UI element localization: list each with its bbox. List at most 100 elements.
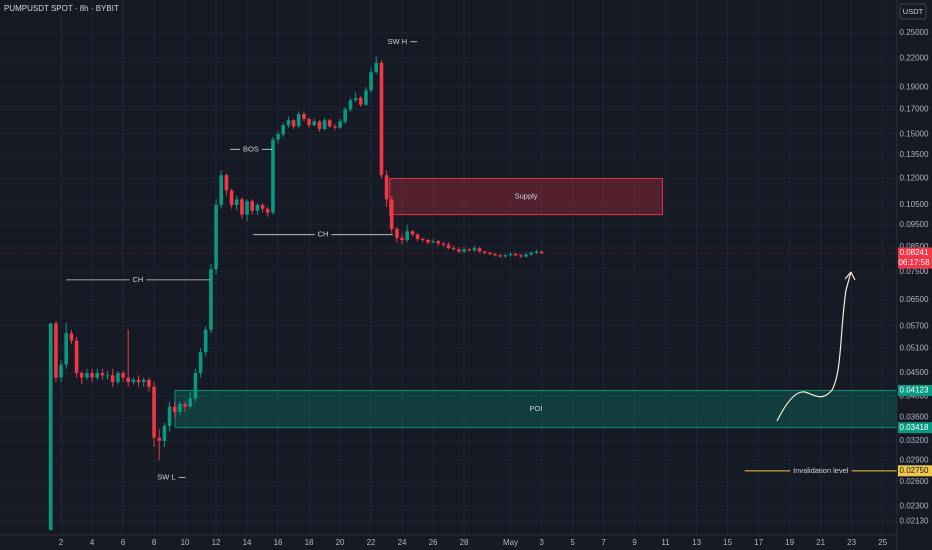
candle-body (245, 201, 249, 215)
candle-body (529, 252, 533, 255)
x-tick-label: 21 (816, 538, 825, 547)
y-tick-label: 0.02900 (900, 455, 929, 464)
candle-body (172, 406, 177, 412)
y-tick-label: 0.22000 (900, 53, 929, 62)
invalidation-label-bg (790, 465, 852, 476)
candles (48, 56, 544, 531)
candle-body (265, 208, 270, 213)
y-tick-label: 0.05700 (900, 321, 929, 330)
candle-body (59, 364, 63, 378)
candle-body (534, 251, 539, 253)
x-tick-label: 10 (181, 538, 190, 547)
structure-label: BOS (243, 144, 259, 153)
candle-body (214, 204, 218, 270)
currency-box[interactable] (899, 3, 927, 20)
candle-body (384, 175, 389, 200)
candle-body (472, 248, 477, 251)
chart-title: PUMPUSDT SPOT · 8h · BYBIT (4, 4, 119, 13)
candle-body (209, 269, 213, 330)
x-tick-label: 26 (429, 538, 438, 547)
candle-body (90, 373, 94, 378)
x-tick-label: 5 (570, 538, 575, 547)
candle-body (260, 204, 265, 209)
candle-body (482, 251, 487, 253)
candle-body (451, 248, 456, 250)
candle-body (74, 340, 79, 374)
x-tick-label: 9 (632, 538, 637, 547)
candle-body (498, 255, 502, 257)
structure-label: CH (133, 275, 144, 284)
x-tick-label: 16 (274, 538, 283, 547)
projection-arrow (776, 271, 856, 422)
candle-body (358, 98, 363, 105)
candle-body (69, 333, 74, 341)
candle-body (513, 254, 518, 256)
candle-body (405, 231, 409, 241)
price-badge-label: 0.02750 (900, 466, 929, 475)
candle-body (395, 229, 399, 238)
candle-body (250, 201, 254, 211)
price-badge (898, 465, 932, 477)
y-tick-label: 0.04500 (900, 368, 929, 377)
x-tick-label: May (503, 538, 518, 547)
candle-body (410, 231, 415, 235)
candle-body (271, 139, 275, 213)
x-tick-label: 28 (460, 538, 469, 547)
candle-body (317, 121, 322, 129)
x-tick-label: 23 (847, 538, 856, 547)
candle-body (152, 386, 156, 438)
candle-body (224, 175, 229, 191)
x-tick-label: 17 (754, 538, 763, 547)
candle-body (374, 62, 378, 73)
x-tick-label: 20 (336, 538, 345, 547)
candle-body (240, 199, 244, 215)
candle-body (488, 252, 492, 255)
x-tick-label: 25 (878, 538, 887, 547)
candle-body (519, 255, 523, 257)
x-tick-label: 19 (785, 538, 794, 547)
x-tick-label: 14 (243, 538, 252, 547)
x-tick-label: 11 (661, 538, 670, 547)
candle-body (276, 134, 280, 140)
x-tick-label: 8 (152, 538, 157, 547)
candle-body (48, 323, 53, 531)
y-tick-label: 0.13500 (900, 150, 929, 159)
candle-body (462, 249, 466, 252)
candle-body (446, 244, 451, 249)
candle-body (234, 199, 239, 205)
candle-body (477, 248, 482, 252)
candle-body (255, 204, 260, 211)
last-price-label: 0.08241 (900, 248, 929, 257)
x-tick-label: 12 (212, 538, 221, 547)
candle-body (364, 90, 368, 105)
candle-body (131, 379, 136, 383)
candle-body (400, 237, 404, 241)
zone-label: POI (530, 404, 543, 413)
countdown: 06:17:58 (898, 258, 930, 267)
candle-body (338, 121, 342, 128)
x-tick-label: 6 (121, 538, 126, 547)
price-badge-label: 0.04123 (900, 386, 929, 395)
swing-label: SW H (388, 37, 408, 46)
price-badge (898, 422, 932, 434)
y-tick-label: 0.07500 (900, 267, 929, 276)
candle-body (457, 249, 461, 252)
candle-body (493, 254, 497, 256)
candle-body (54, 323, 58, 378)
y-tick-label: 0.12000 (900, 174, 929, 183)
zone (389, 177, 663, 216)
structure-label-bg (129, 274, 147, 285)
candle-body (441, 243, 446, 245)
y-tick-label: 0.15000 (900, 129, 929, 138)
x-tick-label: 2 (59, 538, 64, 547)
candle-body (79, 373, 84, 378)
candle-body (286, 120, 291, 126)
currency[interactable]: USDT (903, 7, 924, 16)
y-tick-label: 0.05100 (900, 343, 929, 352)
candle-body (147, 379, 151, 387)
candle-body (198, 352, 203, 374)
candle-body (426, 240, 430, 243)
candle-body (467, 249, 471, 251)
candle-body (291, 120, 296, 127)
